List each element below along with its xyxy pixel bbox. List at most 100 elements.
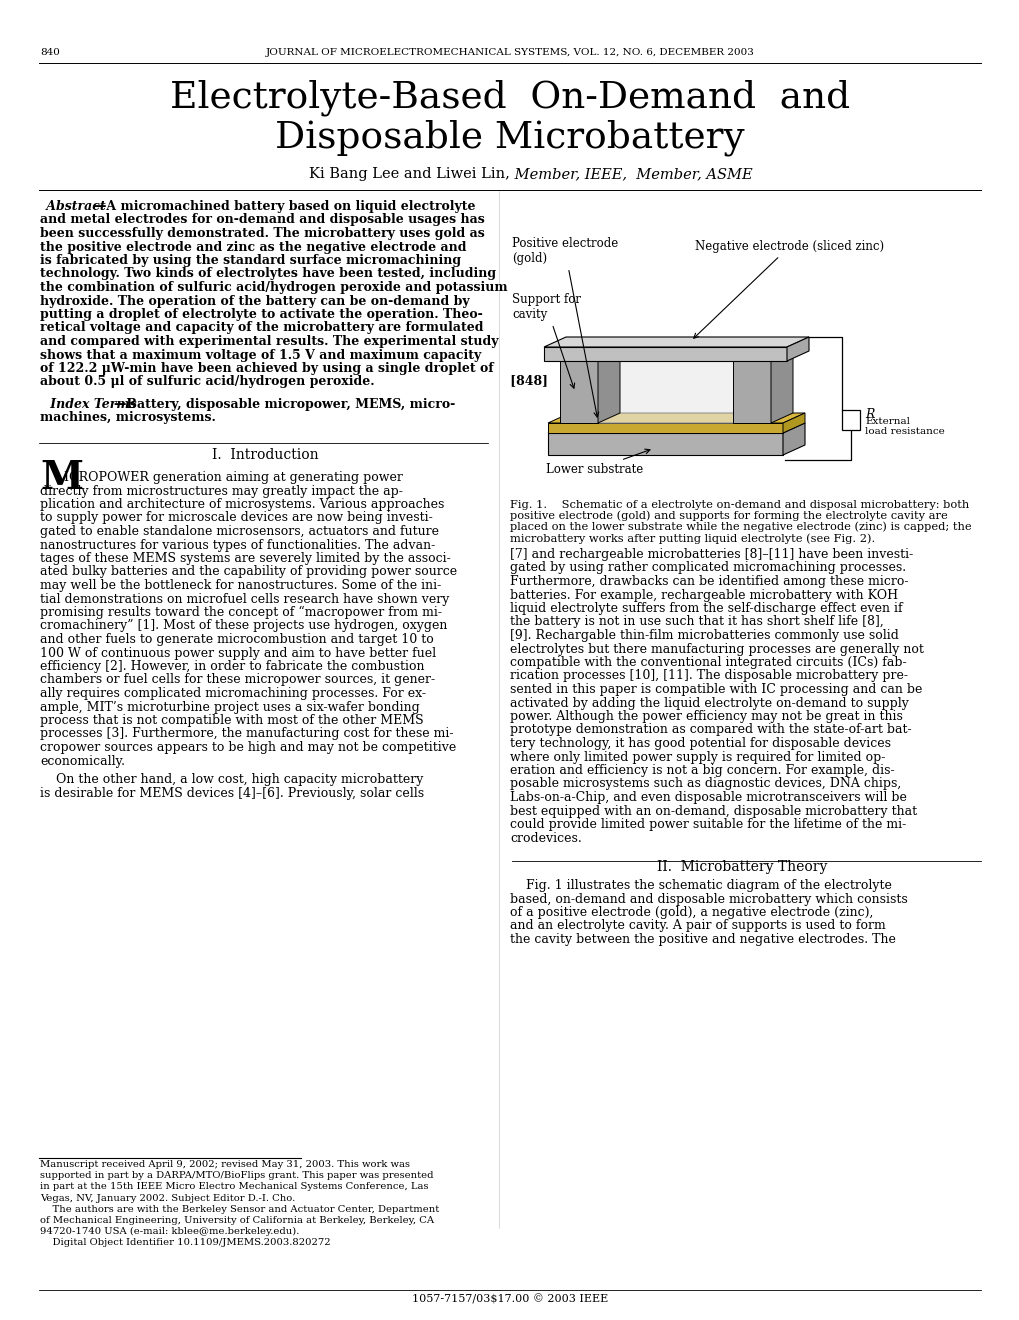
Text: 1057-7157/03$17.00 © 2003 IEEE: 1057-7157/03$17.00 © 2003 IEEE	[412, 1295, 607, 1305]
Polygon shape	[597, 351, 620, 422]
Text: gated to enable standalone microsensors, actuators and future: gated to enable standalone microsensors,…	[40, 525, 438, 539]
Text: prototype demonstration as compared with the state-of-art bat-: prototype demonstration as compared with…	[510, 723, 911, 737]
Text: JOURNAL OF MICROELECTROMECHANICAL SYSTEMS, VOL. 12, NO. 6, DECEMBER 2003: JOURNAL OF MICROELECTROMECHANICAL SYSTEM…	[265, 48, 754, 57]
Polygon shape	[559, 351, 620, 360]
Text: 840: 840	[40, 48, 60, 57]
Text: Lower substrate: Lower substrate	[546, 449, 649, 477]
Text: of Mechanical Engineering, University of California at Berkeley, Berkeley, CA: of Mechanical Engineering, University of…	[40, 1216, 434, 1225]
Text: 94720-1740 USA (e-mail: kblee@me.berkeley.edu).: 94720-1740 USA (e-mail: kblee@me.berkele…	[40, 1228, 300, 1237]
Polygon shape	[770, 351, 792, 422]
Text: ICROPOWER generation aiming at generating power: ICROPOWER generation aiming at generatin…	[64, 471, 403, 484]
Text: eration and efficiency is not a big concern. For example, dis-: eration and efficiency is not a big conc…	[510, 764, 894, 777]
Text: technology. Two kinds of electrolytes have been tested, including: technology. Two kinds of electrolytes ha…	[40, 268, 495, 281]
Text: ample, MIT’s microturbine project uses a six-wafer bonding: ample, MIT’s microturbine project uses a…	[40, 701, 420, 714]
Text: promising results toward the concept of “macropower from mi-: promising results toward the concept of …	[40, 606, 441, 619]
Text: gated by using rather complicated micromachining processes.: gated by using rather complicated microm…	[510, 561, 905, 574]
Text: is desirable for MEMS devices [4]–[6]. Previously, solar cells: is desirable for MEMS devices [4]–[6]. P…	[40, 787, 424, 800]
Text: rication processes [10], [11]. The disposable microbattery pre-: rication processes [10], [11]. The dispo…	[510, 669, 907, 682]
Text: ated bulky batteries and the capability of providing power source: ated bulky batteries and the capability …	[40, 565, 457, 578]
Text: Support for
cavity: Support for cavity	[512, 293, 581, 388]
Text: II.  Microbattery Theory: II. Microbattery Theory	[656, 861, 826, 874]
Text: On the other hand, a low cost, high capacity microbattery: On the other hand, a low cost, high capa…	[40, 774, 423, 785]
Text: cromachinery” [1]. Most of these projects use hydrogen, oxygen: cromachinery” [1]. Most of these project…	[40, 619, 447, 632]
Polygon shape	[543, 347, 787, 360]
Text: process that is not compatible with most of the other MEMS: process that is not compatible with most…	[40, 714, 423, 727]
Text: shows that a maximum voltage of 1.5 V and maximum capacity: shows that a maximum voltage of 1.5 V an…	[40, 348, 481, 362]
Text: Disposable Microbattery: Disposable Microbattery	[275, 120, 744, 157]
Text: tages of these MEMS systems are severely limited by the associ-: tages of these MEMS systems are severely…	[40, 552, 450, 565]
Text: Ki Bang Lee and Liwei Lin,: Ki Bang Lee and Liwei Lin,	[309, 168, 510, 181]
Text: the positive electrode and zinc as the negative electrode and: the positive electrode and zinc as the n…	[40, 240, 466, 253]
Polygon shape	[547, 433, 783, 455]
Text: power. Although the power efficiency may not be great in this: power. Although the power efficiency may…	[510, 710, 902, 723]
Text: supported in part by a DARPA/MTO/BioFlips grant. This paper was presented: supported in part by a DARPA/MTO/BioFlip…	[40, 1171, 433, 1180]
Text: cropower sources appears to be high and may not be competitive: cropower sources appears to be high and …	[40, 741, 455, 754]
Text: and an electrolyte cavity. A pair of supports is used to form: and an electrolyte cavity. A pair of sup…	[510, 920, 884, 932]
Text: Negative electrode (sliced zinc): Negative electrode (sliced zinc)	[693, 240, 883, 338]
Polygon shape	[559, 360, 597, 422]
Text: Index Terms: Index Terms	[44, 399, 137, 411]
Bar	[841, 411, 859, 430]
Text: been successfully demonstrated. The microbattery uses gold as: been successfully demonstrated. The micr…	[40, 227, 484, 240]
Polygon shape	[733, 351, 792, 360]
Text: to supply power for microscale devices are now being investi-: to supply power for microscale devices a…	[40, 511, 432, 524]
Text: Positive electrode
(gold): Positive electrode (gold)	[512, 238, 618, 417]
Text: Digital Object Identifier 10.1109/JMEMS.2003.820272: Digital Object Identifier 10.1109/JMEMS.…	[40, 1238, 330, 1247]
Text: is fabricated by using the standard surface micromachining: is fabricated by using the standard surf…	[40, 253, 461, 267]
Text: nanostructures for various types of functionalities. The advan-: nanostructures for various types of func…	[40, 539, 435, 552]
Text: and other fuels to generate microcombustion and target 10 to: and other fuels to generate microcombust…	[40, 634, 433, 645]
Polygon shape	[547, 413, 804, 422]
Polygon shape	[597, 360, 733, 422]
Polygon shape	[783, 422, 804, 455]
Polygon shape	[547, 422, 783, 433]
Text: hydroxide. The operation of the battery can be on-demand by: hydroxide. The operation of the battery …	[40, 294, 469, 308]
Text: processes [3]. Furthermore, the manufacturing cost for these mi-: processes [3]. Furthermore, the manufact…	[40, 727, 453, 741]
Text: retical voltage and capacity of the microbattery are formulated: retical voltage and capacity of the micr…	[40, 322, 483, 334]
Text: economically.: economically.	[40, 755, 125, 767]
Text: —A micromachined battery based on liquid electrolyte: —A micromachined battery based on liquid…	[94, 201, 475, 213]
Polygon shape	[733, 360, 770, 422]
Text: microbattery works after putting liquid electrolyte (see Fig. 2).: microbattery works after putting liquid …	[510, 533, 874, 544]
Polygon shape	[787, 337, 808, 360]
Text: Labs-on-a-Chip, and even disposable microtransceivers will be: Labs-on-a-Chip, and even disposable micr…	[510, 791, 906, 804]
Text: 100 W of continuous power supply and aim to have better fuel: 100 W of continuous power supply and aim…	[40, 647, 436, 660]
Text: Vegas, NV, January 2002. Subject Editor D.-I. Cho.: Vegas, NV, January 2002. Subject Editor …	[40, 1193, 294, 1203]
Text: about 0.5 μl of sulfuric acid/hydrogen peroxide.                               [: about 0.5 μl of sulfuric acid/hydrogen p…	[40, 375, 547, 388]
Text: tial demonstrations on microfuel cells research have shown very: tial demonstrations on microfuel cells r…	[40, 593, 449, 606]
Text: ally requires complicated micromachining processes. For ex-: ally requires complicated micromachining…	[40, 686, 426, 700]
Text: batteries. For example, rechargeable microbattery with KOH: batteries. For example, rechargeable mic…	[510, 589, 898, 602]
Text: Fig. 1.    Schematic of a electrolyte on-demand and disposal microbattery: both: Fig. 1. Schematic of a electrolyte on-de…	[510, 500, 968, 510]
Text: M: M	[40, 459, 83, 498]
Text: the combination of sulfuric acid/hydrogen peroxide and potassium: the combination of sulfuric acid/hydroge…	[40, 281, 507, 294]
Text: in part at the 15th IEEE Micro Electro Mechanical Systems Conference, Las: in part at the 15th IEEE Micro Electro M…	[40, 1183, 428, 1192]
Text: machines, microsystems.: machines, microsystems.	[40, 412, 216, 425]
Text: posable microsystems such as diagnostic devices, DNA chips,: posable microsystems such as diagnostic …	[510, 777, 901, 791]
Text: compatible with the conventional integrated circuits (ICs) fab-: compatible with the conventional integra…	[510, 656, 906, 669]
Text: of a positive electrode (gold), a negative electrode (zinc),: of a positive electrode (gold), a negati…	[510, 906, 872, 919]
Polygon shape	[543, 337, 808, 347]
Text: R: R	[864, 408, 873, 421]
Text: chambers or fuel cells for these micropower sources, it gener-: chambers or fuel cells for these micropo…	[40, 673, 435, 686]
Text: External
load resistance: External load resistance	[864, 417, 944, 437]
Text: electrolytes but there manufacturing processes are generally not: electrolytes but there manufacturing pro…	[510, 643, 923, 656]
Text: Manuscript received April 9, 2002; revised May 31, 2003. This work was: Manuscript received April 9, 2002; revis…	[40, 1160, 410, 1170]
Text: and metal electrodes for on-demand and disposable usages has: and metal electrodes for on-demand and d…	[40, 214, 484, 227]
Text: —Battery, disposable micropower, MEMS, micro-: —Battery, disposable micropower, MEMS, m…	[114, 399, 454, 411]
Text: Abstract: Abstract	[40, 201, 106, 213]
Text: could provide limited power suitable for the lifetime of the mi-: could provide limited power suitable for…	[510, 818, 905, 832]
Text: activated by adding the liquid electrolyte on-demand to supply: activated by adding the liquid electroly…	[510, 697, 908, 710]
Text: tery technology, it has good potential for disposable devices: tery technology, it has good potential f…	[510, 737, 891, 750]
Text: best equipped with an on-demand, disposable microbattery that: best equipped with an on-demand, disposa…	[510, 804, 916, 817]
Text: of 122.2 μW-min have been achieved by using a single droplet of: of 122.2 μW-min have been achieved by us…	[40, 362, 493, 375]
Text: sented in this paper is compatible with IC processing and can be: sented in this paper is compatible with …	[510, 682, 921, 696]
Text: efficiency [2]. However, in order to fabricate the combustion: efficiency [2]. However, in order to fab…	[40, 660, 424, 673]
Polygon shape	[547, 422, 804, 433]
Text: may well be the bottleneck for nanostructures. Some of the ini-: may well be the bottleneck for nanostruc…	[40, 579, 441, 591]
Text: crodevices.: crodevices.	[510, 832, 581, 845]
Text: Furthermore, drawbacks can be identified among these micro-: Furthermore, drawbacks can be identified…	[510, 576, 908, 587]
Text: Fig. 1 illustrates the schematic diagram of the electrolyte: Fig. 1 illustrates the schematic diagram…	[510, 879, 891, 892]
Text: I.  Introduction: I. Introduction	[212, 447, 318, 462]
Text: The authors are with the Berkeley Sensor and Actuator Center, Department: The authors are with the Berkeley Sensor…	[40, 1205, 439, 1214]
Text: plication and architecture of microsystems. Various approaches: plication and architecture of microsyste…	[40, 498, 444, 511]
Text: the cavity between the positive and negative electrodes. The: the cavity between the positive and nega…	[510, 933, 895, 946]
